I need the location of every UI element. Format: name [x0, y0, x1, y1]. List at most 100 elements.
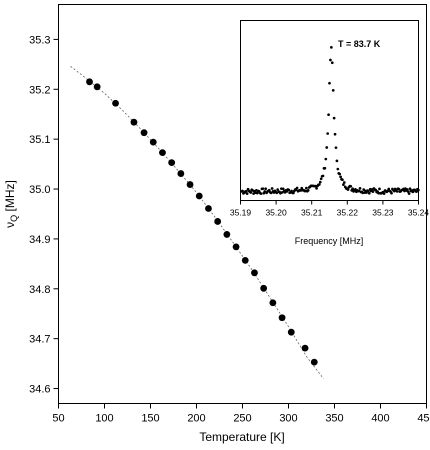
data-point — [223, 231, 231, 238]
main-x-tick-label: 300 — [279, 413, 297, 425]
inset-data-point — [249, 191, 253, 194]
inset-data-point — [395, 190, 399, 193]
inset-x-tick-label: 35.22 — [337, 208, 359, 218]
inset-data-point — [245, 192, 249, 195]
data-point — [301, 344, 309, 352]
data-point — [93, 83, 101, 91]
main-y-tick-label: 35.3 — [29, 34, 50, 46]
main-y-tick-label: 34.7 — [29, 334, 50, 346]
inset-data-point — [335, 159, 339, 163]
inset-data-point — [264, 187, 267, 191]
inset-data-point — [292, 191, 295, 195]
data-point — [260, 284, 268, 292]
inset-data-point — [333, 132, 337, 136]
inset-data-point — [349, 184, 353, 188]
main-plot-frame — [58, 4, 427, 404]
inset-data-point — [327, 113, 330, 117]
main-x-tick-label: 150 — [141, 413, 159, 425]
inset-annotation: T = 83.7 K — [338, 39, 381, 49]
y-axis-title-symbol: ν — [3, 222, 17, 228]
main-y-tick-label: 35.2 — [29, 84, 50, 96]
data-point — [112, 99, 119, 107]
inset-data-point — [367, 189, 370, 193]
main-y-tick-label: 35.0 — [29, 184, 50, 196]
inset-data-point — [338, 172, 342, 176]
inset-frame — [240, 20, 419, 201]
inset-data-point — [325, 146, 329, 149]
y-axis-title: νQ [MHz] — [3, 180, 19, 228]
inset-x-ticks: 35.19 35.20 35.21 35.22 35.23 35.24 — [230, 200, 430, 218]
main-x-tick-label: 200 — [187, 413, 205, 425]
inset-data-point — [417, 188, 420, 192]
inset-data-point — [358, 187, 362, 190]
inset-data-point — [259, 192, 263, 196]
inset-data-point — [377, 191, 380, 195]
inset-data-point — [342, 183, 345, 186]
inset-data-point — [330, 46, 333, 49]
data-point — [278, 314, 286, 322]
inset-data-point — [255, 191, 259, 195]
inset-data-point — [346, 188, 350, 191]
inset-data-point — [390, 191, 393, 195]
inset-x-tick-label: 35.20 — [265, 208, 287, 218]
inset-data-point — [261, 187, 265, 191]
inset-data-point — [407, 192, 411, 195]
inset-data-point — [324, 157, 328, 161]
inset-data-point — [334, 146, 338, 150]
data-point — [195, 192, 203, 200]
inset-data-point — [315, 186, 318, 190]
inset-data-point — [341, 178, 344, 182]
inset-data-point — [319, 177, 323, 181]
inset-data-point — [281, 187, 285, 191]
inset-x-tick-label: 35.19 — [230, 208, 252, 218]
data-point — [232, 243, 240, 251]
main-x-tick-label: 50 — [52, 413, 64, 425]
main-x-ticks: 50 100 150 200 250 300 350 400 450 — [52, 403, 430, 425]
data-point — [130, 118, 138, 126]
inset-data-point — [342, 181, 346, 184]
inset-data-point — [330, 61, 334, 65]
inset-data-point — [378, 187, 381, 191]
inset-x-tick-label: 35.24 — [408, 208, 430, 218]
data-point — [310, 358, 318, 366]
main-points — [86, 78, 318, 366]
main-x-tick-label: 100 — [95, 413, 113, 425]
data-point — [86, 78, 93, 86]
inset-data-point — [367, 191, 371, 195]
inset-data-point — [374, 188, 378, 192]
main-y-tick-label: 34.8 — [29, 284, 50, 296]
inset-data-point — [329, 58, 332, 62]
x-axis-title: Temperature [K] — [199, 430, 284, 444]
main-y-tick-label: 35.1 — [29, 134, 50, 146]
inset-x-axis-title: Frequency [MHz] — [295, 236, 364, 246]
inset-data-point — [269, 191, 273, 195]
inset-data-point — [382, 192, 386, 195]
inset-data-point — [244, 189, 248, 193]
data-point — [205, 205, 212, 212]
inset-data-point — [331, 89, 335, 92]
inset-data-point — [267, 188, 271, 192]
inset-data-point — [321, 174, 325, 178]
inset-data-point — [336, 167, 340, 171]
inset-x-tick-label: 35.23 — [372, 208, 394, 218]
data-point — [186, 181, 194, 188]
inset-data-point — [408, 187, 412, 191]
inset-data-point — [241, 189, 244, 193]
inset-data-point — [263, 190, 267, 193]
data-point — [140, 129, 148, 137]
inset-data-point — [326, 132, 329, 135]
main-x-tick-label: 350 — [325, 413, 343, 425]
main-y-ticks: 34.6 34.7 34.8 34.9 35.0 35.1 35.2 35.3 — [29, 34, 59, 396]
inset-data-point — [339, 175, 342, 179]
data-point — [241, 256, 249, 264]
inset-data-point — [295, 186, 299, 190]
inset-data-point — [317, 183, 321, 186]
y-axis-title-unit: [MHz] — [3, 180, 17, 215]
data-point — [168, 159, 176, 167]
inset-data-point — [332, 116, 336, 120]
main-x-tick-label: 450 — [417, 413, 430, 425]
inset-data-point — [415, 190, 418, 193]
inset-data-point — [387, 187, 391, 191]
data-point — [251, 269, 258, 277]
